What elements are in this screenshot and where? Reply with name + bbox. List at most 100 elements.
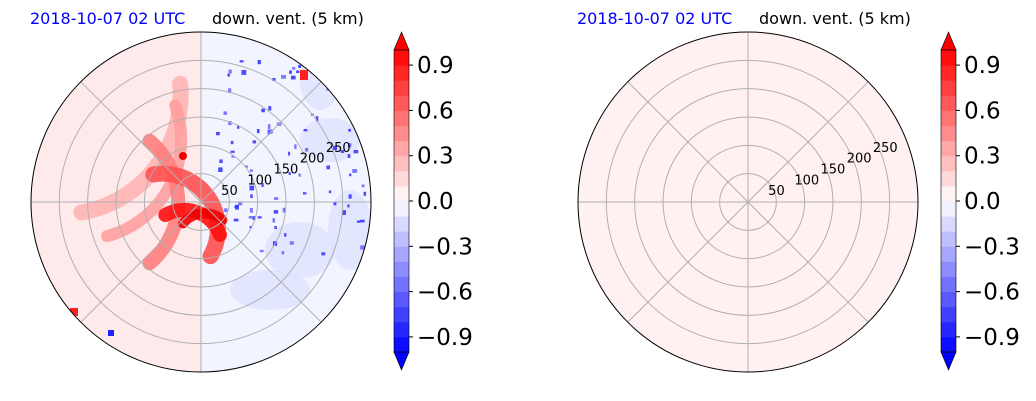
left-colorbar-level: [394, 321, 409, 338]
left-field-blue-speck: [302, 192, 307, 195]
right-radial-label: 100: [794, 173, 819, 188]
left-field-blue-speck: [249, 226, 252, 229]
left-field-blue-speck: [288, 151, 291, 156]
left-field-blue-speck: [315, 116, 319, 122]
right-grid-spoke-315: [747, 201, 869, 323]
left-field-blue-speck: [249, 207, 253, 213]
left-field-blue-speck: [352, 169, 358, 173]
left-field-blue-speck: [237, 125, 240, 129]
right-colorbar-level: [941, 246, 956, 262]
left-colorbar-tick-label: −0.3: [417, 234, 473, 260]
right-colorbar-level: [941, 321, 956, 338]
right-colorbar-level: [941, 170, 956, 187]
left-field-blue-speck: [252, 216, 256, 221]
left-radial-label: 50: [221, 184, 238, 199]
left-field-blue-speck: [261, 183, 264, 187]
left-colorbar-level: [394, 201, 409, 217]
left-colorbar-extend-min: [393, 351, 410, 371]
left-field-blue-speck: [223, 111, 228, 115]
left-field-blue-speck: [228, 69, 232, 74]
right-colorbar-tick-label: −0.9: [964, 325, 1020, 351]
left-field-blue-speck: [363, 191, 367, 196]
left-colorbar-level: [394, 306, 409, 323]
left-field-blue-speck: [224, 208, 228, 212]
right-colorbar-level: [941, 155, 956, 172]
left-colorbar-tick-label: 0.6: [417, 98, 454, 124]
right-colorbar-level: [941, 80, 956, 96]
left-field-blue-speck: [342, 210, 346, 215]
left-title-date: 2018-10-07 02 UTC: [30, 9, 185, 28]
right-colorbar-level: [941, 306, 956, 323]
left-field-blue-speck: [216, 131, 220, 136]
right-radial-label: 250: [873, 141, 898, 156]
left-colorbar-level: [394, 155, 409, 172]
left-field-blue-speck: [356, 220, 361, 223]
left-field-blue-speck: [248, 216, 253, 219]
left-field-edge-artifact: [70, 308, 78, 316]
left-field-blue-speck: [284, 233, 287, 237]
right-radial-label: 50: [768, 184, 785, 199]
left-field-blue-speck: [245, 165, 248, 168]
left-field-blue-patch: [265, 222, 335, 278]
left-field-blue-speck: [252, 140, 257, 144]
right-polar-frame: [577, 31, 919, 373]
left-grid-spoke-225: [80, 201, 202, 323]
left-field-blue-speck: [259, 249, 264, 253]
left-field-blue-speck: [296, 70, 300, 73]
left-field-blue-speck: [267, 124, 271, 129]
right-colorbar-tick-label: −0.3: [964, 234, 1020, 260]
left-colorbar-level: [394, 95, 409, 111]
right-colorbar-level: [941, 261, 956, 277]
left-radial-label: 250: [326, 141, 351, 156]
right-colorbar-extend-max: [940, 31, 957, 51]
left-field-blue-speck: [230, 140, 234, 145]
left-field-blue-speck: [250, 194, 253, 199]
right-colorbar-level: [941, 140, 956, 157]
left-colorbar-extend-max: [393, 31, 410, 51]
left-field-blue-speck: [272, 218, 276, 223]
left-field-blue-speck: [288, 172, 291, 175]
right-colorbar-level: [941, 125, 956, 142]
left-field-blue-speck: [238, 201, 243, 206]
left-field-blue-speck: [360, 245, 365, 250]
left-field-blue-speck: [281, 75, 286, 79]
right-radial-label: 150: [821, 162, 846, 177]
left-field-blue-speck: [228, 88, 232, 94]
left-field-blue-speck: [282, 207, 286, 213]
right-polar-panel: 2018-10-07 02 UTC down. vent. (5 km) 50 1…: [577, 9, 1020, 373]
left-field-blue-speck: [261, 108, 265, 113]
left-field-blue-speck: [340, 150, 345, 153]
left-field-blue-speck: [218, 167, 223, 172]
left-field-blue-speck: [233, 218, 239, 222]
left-field-blue-speck: [290, 75, 296, 80]
left-colorbar: 0.9 0.6 0.3 0.0 −0.3 −0.6 −0.9: [393, 31, 473, 371]
left-colorbar-level: [394, 246, 409, 262]
left-field-blue-speck: [321, 252, 326, 256]
right-radial-label: 200: [847, 152, 872, 167]
left-field-red-arc: [178, 208, 228, 229]
left-field-blue-speck: [347, 143, 352, 148]
left-colorbar-tick-label: 0.9: [417, 53, 454, 79]
left-grid-spoke-315: [200, 201, 322, 323]
right-grid: [578, 32, 918, 372]
right-colorbar: 0.9 0.6 0.3 0.0 −0.3 −0.6 −0.9: [940, 31, 1020, 371]
left-polar-frame: [30, 31, 372, 373]
right-colorbar-level: [941, 110, 956, 126]
left-colorbar-level: [394, 65, 409, 81]
left-field-blue-speck: [230, 150, 235, 153]
left-field-blue-speck: [347, 154, 351, 158]
left-field-blue-speck: [228, 121, 232, 126]
right-colorbar-level: [941, 201, 956, 217]
right-title-var: down. vent. (5 km): [759, 9, 911, 28]
left-radial-label: 150: [274, 162, 299, 177]
left-field-blue-speck: [289, 241, 294, 245]
right-colorbar-tick-label: 0.6: [964, 98, 1001, 124]
left-colorbar-tick-label: −0.6: [417, 280, 473, 306]
left-field-blue-speck: [249, 185, 255, 191]
left-colorbar-tick-label: −0.9: [417, 325, 473, 351]
left-field-blue-speck: [268, 106, 272, 111]
left-colorbar-level: [394, 216, 409, 232]
left-field-blue-speck: [356, 77, 360, 81]
left-title-var: down. vent. (5 km): [212, 9, 364, 28]
